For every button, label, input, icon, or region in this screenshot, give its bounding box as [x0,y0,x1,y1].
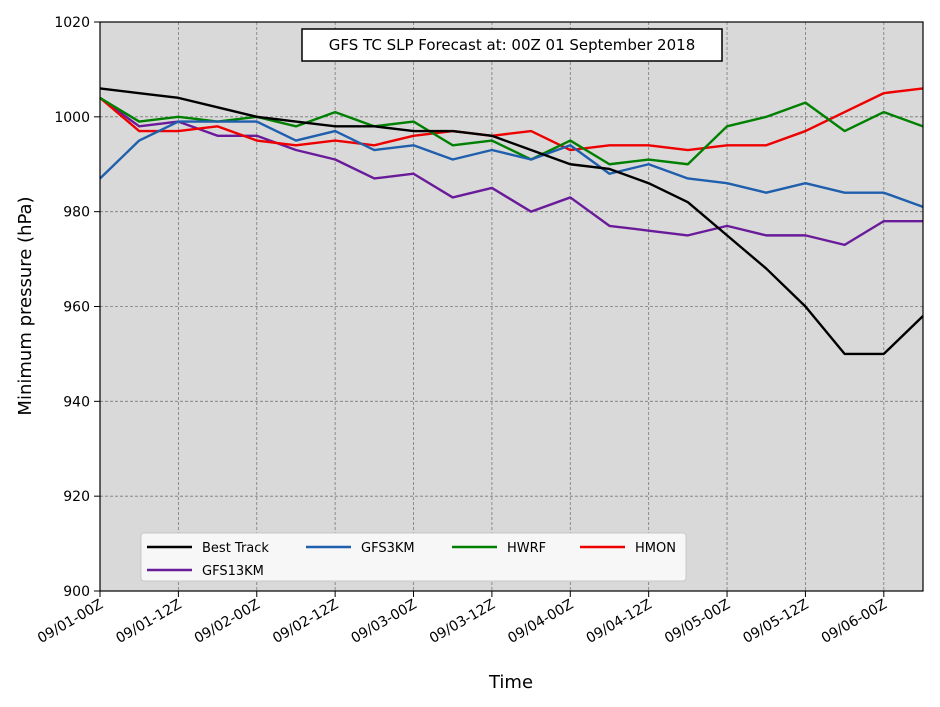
legend-label: HWRF [507,541,546,556]
y-tick-label: 960 [63,300,90,316]
legend: Best Track GFS3KM HWRF HMON GFS13KM [140,532,687,582]
y-tick-label: 980 [63,205,90,221]
x-tick-label: 09/03-00Z [348,597,419,647]
y-tick-label: 940 [63,394,90,410]
x-axis: 09/01-00Z 09/01-12Z 09/02-00Z 09/02-12Z 09/0… [35,591,890,647]
y-tick-label: 1000 [54,110,90,126]
x-tick-label: 09/01-12Z [113,597,184,647]
series-line-hmon [99,87,924,152]
x-tick-label: 09/03-12Z [427,597,498,647]
y-axis: 900 920 940 960 980 1000 1020 [54,15,100,600]
y-axis-title: Minimum pressure (hPa) [15,196,36,415]
legend-items: Best Track GFS3KM HWRF HMON GFS13KM [147,541,676,579]
x-tick-label: 09/02-12Z [270,597,341,647]
chart-title-box: GFS TC SLP Forecast at: 00Z 01 September… [301,28,723,62]
legend-item: HWRF [452,541,546,556]
series-line-hwrf [99,96,924,166]
series-line-best-track [99,87,924,356]
x-tick-label: 09/05-00Z [662,597,733,647]
legend-label: GFS3KM [361,541,415,556]
legend-box [140,532,687,582]
y-tick-label: 920 [63,489,90,505]
chart-title: GFS TC SLP Forecast at: 00Z 01 September… [329,36,695,54]
x-tick-label: 09/06-00Z [819,597,890,647]
x-tick-label: 09/04-12Z [584,597,655,647]
x-tick-label: 09/01-00Z [35,597,106,647]
legend-label: GFS13KM [202,564,264,579]
legend-item: HMON [580,541,676,556]
x-tick-label: 09/05-12Z [740,597,811,647]
series-layer [99,87,924,356]
legend-label: HMON [635,541,676,556]
legend-item: GFS13KM [147,564,264,579]
y-tick-label: 1020 [54,15,90,31]
legend-label: Best Track [202,541,269,556]
legend-item: GFS3KM [306,541,415,556]
series-line-gfs3km [99,120,924,209]
series-line-gfs13km [99,96,923,247]
y-tick-label: 900 [63,584,90,600]
x-tick-label: 09/04-00Z [505,597,576,647]
x-axis-title: Time [488,672,533,693]
legend-item: Best Track [147,541,269,556]
x-tick-label: 09/02-00Z [192,597,263,647]
